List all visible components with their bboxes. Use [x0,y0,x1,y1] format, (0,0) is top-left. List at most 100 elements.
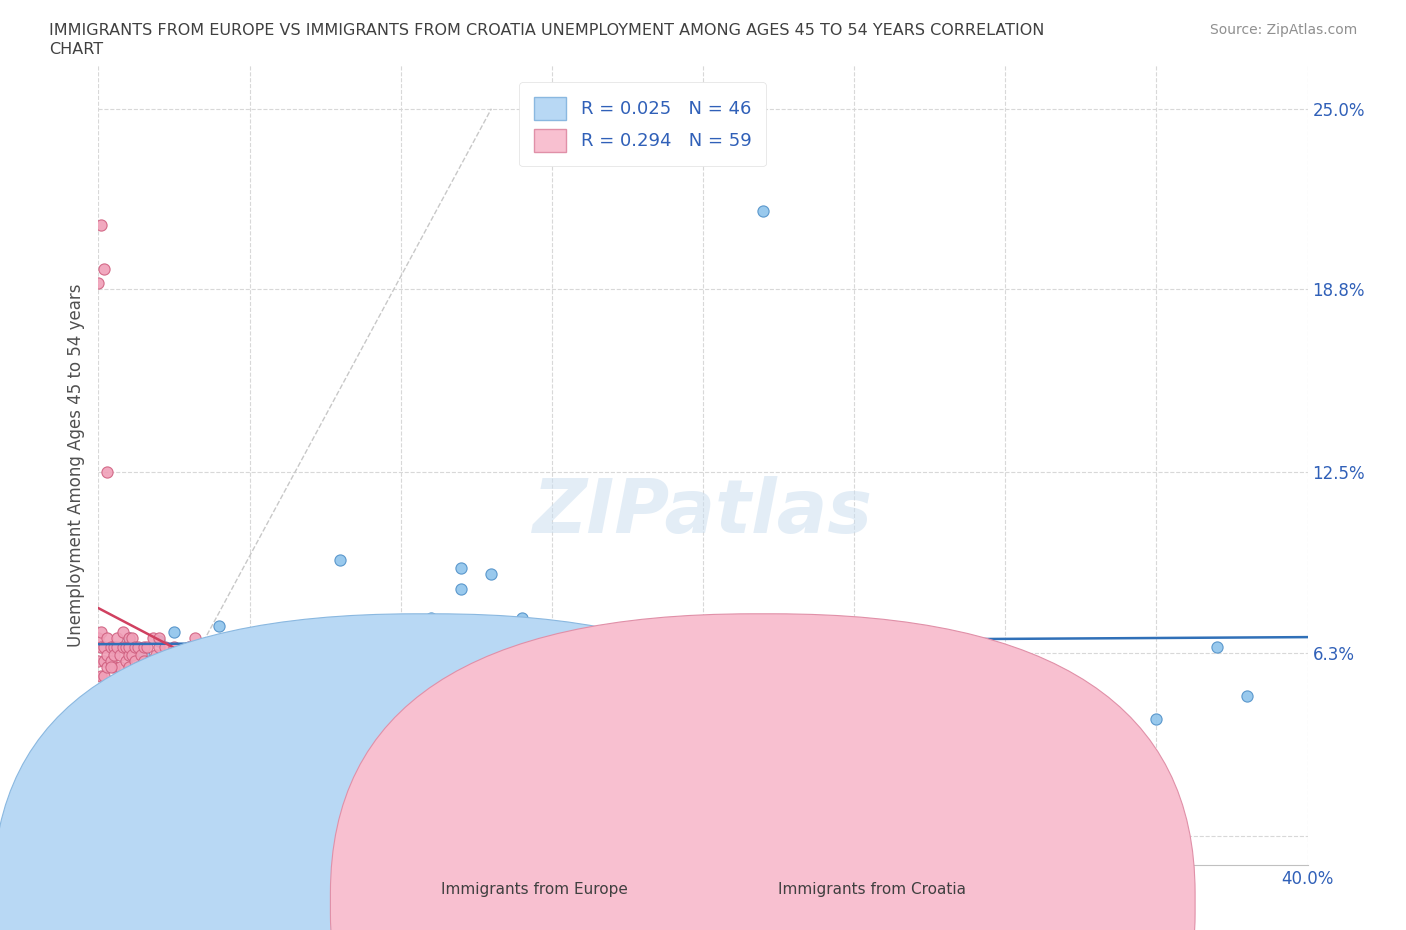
Point [752,689,775,704]
Point [124,639,146,654]
Point [571,631,593,645]
Point [124,654,146,669]
Point [844,654,866,669]
Point [132,639,155,654]
Point [118,659,141,674]
Point [179,639,201,654]
Text: IMMIGRANTS FROM EUROPE VS IMMIGRANTS FROM CROATIA UNEMPLOYMENT AMONG AGES 45 TO : IMMIGRANTS FROM EUROPE VS IMMIGRANTS FRO… [49,23,1045,38]
Point [904,648,927,663]
Point [389,669,412,684]
Point [269,639,291,654]
Point [118,631,141,645]
Point [420,610,443,625]
Point [692,669,714,684]
Point [1054,698,1077,712]
Point [108,648,131,663]
Point [103,659,125,674]
Point [752,203,775,218]
Point [661,639,683,654]
Point [90,218,112,232]
Point [100,639,122,654]
Point [172,648,194,663]
Point [127,639,149,654]
Point [93,261,115,276]
Point [127,659,149,674]
Point [108,659,131,674]
Text: ZIPatlas: ZIPatlas [533,476,873,550]
Point [202,648,225,663]
Point [510,610,533,625]
Point [163,639,186,654]
Point [571,648,593,663]
Point [103,639,125,654]
Point [121,648,143,663]
Point [631,689,654,704]
Point [239,631,262,645]
Point [111,625,134,640]
Point [631,648,654,663]
Point [135,639,157,654]
Point [93,654,115,669]
Point [90,625,112,640]
Point [1236,689,1258,704]
Point [129,648,152,663]
Point [111,639,134,654]
Point [93,669,115,684]
Point [723,677,745,692]
Text: Immigrants from Croatia: Immigrants from Croatia [778,883,966,897]
Point [360,639,382,654]
Point [96,631,118,645]
Point [114,639,136,654]
Point [105,639,128,654]
Point [450,581,472,596]
Y-axis label: Unemployment Among Ages 45 to 54 years: Unemployment Among Ages 45 to 54 years [66,284,84,646]
Point [813,683,835,698]
Point [132,648,155,663]
Point [148,633,170,648]
Point [389,639,412,654]
Point [450,561,472,576]
Point [163,625,186,640]
Point [139,654,162,669]
Point [208,619,231,634]
Point [100,659,122,674]
Point [142,631,165,645]
Text: Immigrants from Europe: Immigrants from Europe [441,883,627,897]
Point [148,631,170,645]
Point [96,465,118,480]
Point [96,648,118,663]
Text: CHART: CHART [49,42,103,57]
Point [114,654,136,669]
Point [105,631,128,645]
Point [118,639,141,654]
Point [540,639,562,654]
Point [90,669,112,684]
Point [602,639,624,654]
Point [1144,712,1167,727]
Point [214,654,236,669]
Point [87,631,110,645]
Point [96,659,118,674]
Point [118,648,141,663]
Point [844,639,866,654]
Point [87,654,110,669]
Point [90,639,112,654]
Point [103,648,125,663]
Point [329,552,352,567]
Point [145,648,167,663]
Text: Source: ZipAtlas.com: Source: ZipAtlas.com [1209,23,1357,37]
Point [121,631,143,645]
Point [100,654,122,669]
Point [93,639,115,654]
Point [1054,712,1077,727]
Point [118,631,141,645]
Point [783,669,806,684]
Point [934,654,956,669]
Point [873,631,896,645]
Point [934,639,956,654]
Point [184,631,207,645]
Point [153,639,176,654]
Point [87,276,110,291]
Point [224,631,246,645]
Point [481,566,503,581]
